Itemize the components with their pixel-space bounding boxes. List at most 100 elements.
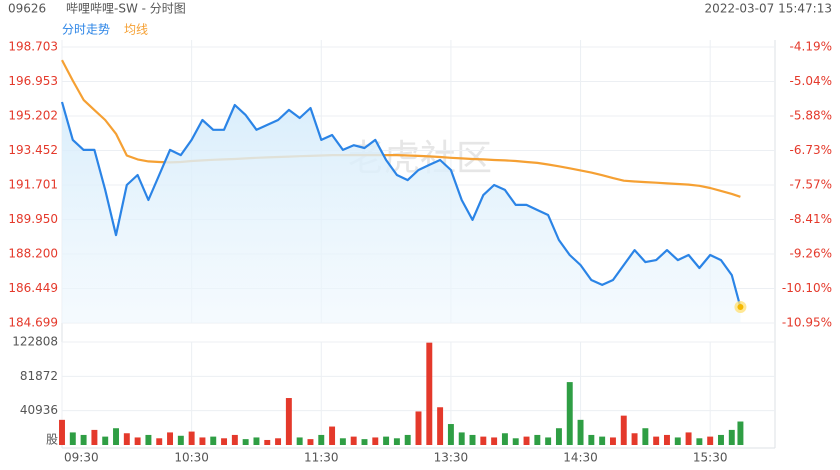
volume-bar xyxy=(275,438,282,445)
volume-bar xyxy=(350,436,357,445)
volume-bar xyxy=(123,433,130,445)
volume-bar xyxy=(642,428,649,445)
volume-bar xyxy=(426,342,433,445)
volume-bar xyxy=(91,429,98,445)
y2-tick-label: -8.41% xyxy=(790,212,832,226)
volume-bar xyxy=(609,437,616,445)
stock-code: 09626 xyxy=(8,2,46,16)
x-tick-label: 13:30 xyxy=(434,451,469,465)
y-tick-label: 198.703 xyxy=(8,40,58,54)
volume-bar xyxy=(599,436,606,445)
volume-bar xyxy=(361,439,368,445)
x-tick-label: 14:30 xyxy=(563,451,598,465)
x-tick-label: 15:30 xyxy=(693,451,728,465)
last-point xyxy=(737,304,744,311)
volume-bar xyxy=(588,434,595,445)
volume-bar xyxy=(296,437,303,445)
volume-tick-label: 40936 xyxy=(20,403,58,417)
volume-bar xyxy=(737,421,744,445)
y-tick-label: 189.950 xyxy=(8,212,58,226)
y-tick-label: 184.699 xyxy=(8,316,58,330)
volume-bar xyxy=(134,437,141,445)
y2-tick-label: -5.04% xyxy=(790,74,832,88)
volume-bar xyxy=(469,434,476,445)
stock-name: 哔哩哔哩-SW - 分时图 xyxy=(66,2,186,16)
volume-bar xyxy=(447,424,454,445)
volume-bar xyxy=(458,432,465,445)
volume-bar xyxy=(523,436,530,445)
volume-bar xyxy=(339,438,346,445)
y-tick-label: 191.701 xyxy=(8,178,58,192)
volume-bar xyxy=(555,428,562,445)
volume-bar xyxy=(728,429,735,445)
volume-bar xyxy=(231,434,238,445)
volume-bar xyxy=(707,436,714,445)
volume-bar xyxy=(113,428,119,445)
y-tick-label: 193.452 xyxy=(8,143,58,157)
volume-bar xyxy=(404,434,411,445)
x-tick-label: 10:30 xyxy=(174,451,209,465)
volume-bar xyxy=(329,426,336,445)
x-tick-label: 11:30 xyxy=(304,451,339,465)
x-tick-label: 09:30 xyxy=(64,451,99,465)
y2-tick-label: -7.57% xyxy=(790,178,832,192)
volume-bar xyxy=(264,439,271,445)
volume-bar xyxy=(102,436,109,445)
volume-bar xyxy=(685,432,692,445)
volume-bar xyxy=(696,438,703,445)
y2-tick-label: -4.19% xyxy=(790,40,832,54)
volume-bar xyxy=(501,433,508,445)
y-tick-label: 188.200 xyxy=(8,247,58,261)
volume-unit: 股 xyxy=(46,433,58,447)
volume-bar xyxy=(620,415,627,445)
y2-tick-label: -10.95% xyxy=(782,316,832,330)
y2-tick-label: -6.73% xyxy=(790,143,832,157)
volume-bar xyxy=(577,419,584,445)
volume-bar xyxy=(221,438,228,445)
volume-bar xyxy=(718,434,724,445)
volume-tick-label: 122808 xyxy=(12,335,58,349)
volume-bar xyxy=(545,437,552,445)
legend-label: 分时走势 xyxy=(62,23,110,37)
volume-bar xyxy=(663,434,670,445)
volume-bar xyxy=(491,437,498,445)
volume-bar xyxy=(145,434,152,445)
y-tick-label: 196.953 xyxy=(8,74,58,88)
volume-bar xyxy=(437,407,444,445)
volume-bar xyxy=(566,382,573,445)
y-tick-label: 195.202 xyxy=(8,109,58,123)
y2-tick-label: -5.88% xyxy=(790,109,832,123)
volume-bar xyxy=(167,432,174,445)
volume-bar xyxy=(59,419,65,445)
price-line xyxy=(60,101,742,308)
volume-bar xyxy=(372,437,379,445)
legend-label: 均线 xyxy=(124,23,148,37)
price-area xyxy=(62,102,741,323)
volume-bar xyxy=(199,437,206,445)
volume-bar xyxy=(415,411,422,445)
volume-bar xyxy=(534,434,541,445)
volume-bar xyxy=(631,433,638,445)
volume-bar xyxy=(156,438,163,445)
volume-tick-label: 81872 xyxy=(20,369,58,383)
volume-bar xyxy=(318,434,325,445)
volume-bar xyxy=(653,436,660,445)
volume-bar xyxy=(285,398,292,445)
volume-bar xyxy=(253,437,260,445)
volume-bar xyxy=(188,431,195,445)
y-tick-label: 186.449 xyxy=(8,281,58,295)
volume-bar xyxy=(383,436,390,445)
volume-bar xyxy=(307,439,314,445)
volume-bar xyxy=(80,434,87,445)
volume-bar xyxy=(210,436,217,445)
volume-bar xyxy=(242,439,249,445)
volume-bar xyxy=(69,432,76,445)
volume-bar xyxy=(512,438,519,445)
y2-tick-label: -9.26% xyxy=(790,247,832,261)
volume-bar xyxy=(177,435,184,445)
volume-bar xyxy=(480,436,487,445)
y2-tick-label: -10.10% xyxy=(782,281,832,295)
timestamp: 2022-03-07 15:47:13 xyxy=(705,2,832,16)
